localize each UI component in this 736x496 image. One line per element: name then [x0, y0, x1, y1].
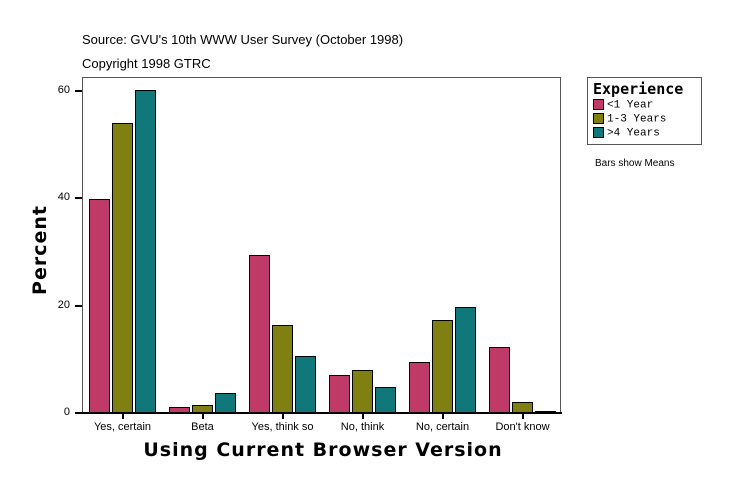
legend-swatch	[593, 99, 604, 110]
legend-item-lt1: <1 Year	[593, 99, 653, 112]
bar	[489, 346, 510, 413]
y-tick	[75, 304, 82, 307]
source-text: Source: GVU's 10th WWW User Survey (Octo…	[82, 32, 404, 47]
bar	[135, 89, 156, 413]
legend-label: >4 Years	[607, 127, 660, 140]
legend-title: Experience	[593, 80, 684, 98]
x-tick-label: Don't know	[495, 421, 550, 433]
bar	[352, 370, 373, 413]
bar	[455, 307, 476, 413]
legend-item-gt4: >4 Years	[593, 127, 660, 140]
bar	[272, 324, 293, 413]
plot-area	[82, 77, 561, 413]
bar	[249, 255, 270, 413]
x-axis-line	[75, 412, 562, 414]
y-tick-label: 40	[57, 191, 70, 204]
y-tick-label: 60	[57, 84, 70, 96]
y-tick-label: 0	[63, 406, 70, 418]
bar	[112, 123, 133, 413]
x-tick-label: No, certain	[415, 421, 470, 433]
bars-note: Bars show Means	[595, 158, 675, 169]
y-tick	[75, 197, 82, 200]
legend-item-1-3: 1-3 Years	[593, 113, 666, 126]
x-tick	[121, 413, 124, 419]
x-tick-label: Yes, think so	[251, 421, 314, 433]
x-tick	[521, 413, 524, 419]
bar	[329, 374, 350, 413]
x-tick-label: No, think	[340, 421, 385, 433]
y-tick	[75, 412, 82, 414]
legend-swatch	[593, 113, 604, 124]
bar	[375, 387, 396, 413]
legend-label: 1-3 Years	[607, 113, 667, 126]
x-tick	[361, 413, 364, 419]
legend-label: <1 Year	[607, 99, 654, 112]
x-tick	[201, 413, 204, 419]
x-tick	[441, 413, 444, 419]
bar	[409, 362, 430, 413]
x-axis-title: Using Current Browser Version	[143, 439, 503, 461]
x-tick	[281, 413, 284, 419]
y-tick-label: 20	[57, 298, 70, 311]
bar	[295, 356, 316, 413]
bar	[432, 320, 453, 413]
y-tick	[75, 90, 82, 92]
x-tick-label: Yes, certain	[93, 421, 152, 433]
bar	[215, 393, 236, 413]
legend-swatch	[593, 127, 604, 138]
y-axis-title: Percent	[29, 205, 51, 295]
legend: Experience <1 Year 1-3 Years >4 Years	[587, 77, 702, 145]
bar	[89, 198, 110, 413]
x-tick-label: Beta	[191, 421, 214, 433]
copyright-text: Copyright 1998 GTRC	[82, 56, 211, 71]
